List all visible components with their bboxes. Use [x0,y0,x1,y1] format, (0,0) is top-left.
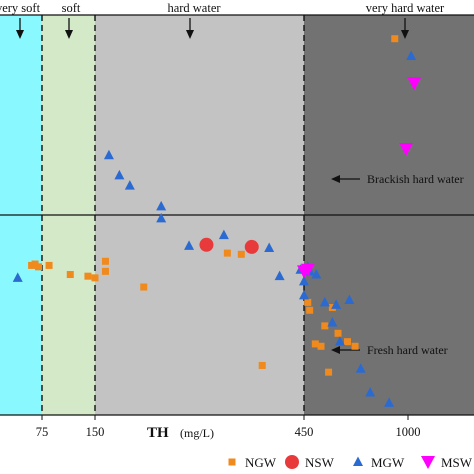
x-axis-ticks: 75 150 450 1000 [36,415,421,439]
legend-marker-mgw [353,456,363,466]
data-point-mgw [311,269,322,279]
data-point-mgw [264,242,275,253]
zone-labels: very soft soft hard water very hard water [0,1,445,39]
data-point-mgw [344,294,355,304]
data-point-mgw [334,336,345,346]
x-axis-unit: (mg/L) [180,426,214,440]
data-point-mgw [406,50,417,60]
legend-label: NSW [305,455,335,470]
data-point-mgw [299,289,309,300]
x-tick-label: 75 [36,425,49,439]
data-point-mgw [331,299,342,309]
x-axis-label: TH [147,425,169,441]
data-point-ngw [311,340,319,348]
data-point-mgw [103,149,114,160]
data-point-mgw [274,270,285,281]
legend: NGW NSW MGW MSW [228,455,473,470]
legend-marker-msw [421,456,435,469]
data-point-ngw [84,272,92,280]
data-point-mgw [365,387,376,397]
data-point-ngw [66,271,74,279]
data-point-ngw [45,261,53,269]
data-point-ngw [140,283,148,291]
zone-arrow-head [401,30,409,39]
data-point-mgw [327,316,338,327]
data-point-nsw [244,239,259,254]
x-tick-label: 450 [295,425,314,439]
data-point-ngw [343,338,351,346]
zone-arrow-head [186,30,194,39]
annotation-arrow-head [331,346,340,354]
data-point-ngw [321,322,329,330]
legend-marker-ngw [228,458,236,466]
data-point-mgw [114,169,125,180]
data-point-mgw [156,200,167,211]
data-point-ngw [101,257,109,265]
zone-arrow-head [65,30,73,39]
data-point-mgw [218,229,229,240]
data-point-ngw [325,368,333,376]
data-point-msw [399,143,414,157]
data-point-ngw [391,35,399,43]
annotation-label: Brackish hard water [367,172,464,186]
data-point-ngw [237,250,245,258]
annotation-label: Fresh hard water [367,343,448,357]
data-point-mgw [124,180,135,190]
data-point-mgw [299,275,309,286]
legend-label: NGW [245,455,277,470]
annotation-arrow-head [331,175,340,183]
data-point-ngw [101,267,109,275]
data-point-mgw [184,240,195,250]
x-tick-label: 150 [86,425,105,439]
zone-arrow-head [16,30,24,39]
zone-label: hard water [167,1,221,15]
data-point-ngw [35,263,43,271]
annotations: Brackish hard water Fresh hard water [331,172,464,357]
data-point-ngw [258,361,266,369]
legend-marker-nsw [285,455,299,469]
data-point-ngw [223,249,231,257]
data-point-mgw [12,272,23,282]
data-point-mgw [355,363,366,373]
data-point-mgw [156,212,167,223]
data-point-ngw [334,329,342,337]
data-point-ngw [304,298,312,306]
data-point-ngw [351,342,359,350]
data-point-ngw [317,342,325,350]
data-point-msw [407,77,422,91]
legend-label: MGW [371,455,405,470]
data-points [12,35,422,407]
data-point-ngw [306,306,314,314]
data-point-msw [300,263,315,277]
zone-label: very soft [0,1,41,15]
zone-label: very hard water [366,1,445,15]
x-tick-label: 1000 [396,425,421,439]
data-point-mgw [384,397,395,407]
zone-label: soft [62,1,81,15]
data-point-mgw [319,296,330,307]
data-point-ngw [91,274,99,282]
legend-label: MSW [441,455,473,470]
data-point-nsw [199,237,214,252]
